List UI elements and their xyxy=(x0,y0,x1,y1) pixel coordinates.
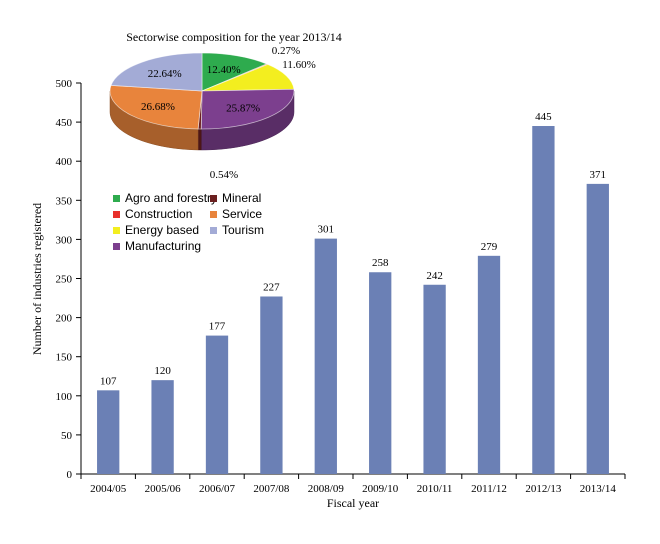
legend-label: Energy based xyxy=(125,223,199,237)
bar xyxy=(205,335,229,474)
y-tick-label: 300 xyxy=(56,234,73,246)
legend-label: Mineral xyxy=(222,191,261,205)
pie-slice xyxy=(201,52,268,92)
x-tick-label: 2004/05 xyxy=(90,483,127,495)
pie-slice xyxy=(201,63,295,92)
y-tick-label: 400 xyxy=(56,156,73,168)
legend-label: Service xyxy=(222,207,262,221)
bar-value-label: 279 xyxy=(481,241,498,253)
axes: 0 50 100 150 200 250 300 350 400 450 500 2004/05 200… xyxy=(56,78,626,495)
bar xyxy=(369,272,392,474)
x-tick-label: 2005/06 xyxy=(145,483,182,495)
legend-swatch xyxy=(113,211,120,218)
y-tick-label: 100 xyxy=(56,391,73,403)
bar-value-label: 371 xyxy=(590,169,607,181)
legend-label: Manufacturing xyxy=(125,239,201,253)
bar xyxy=(97,390,120,474)
legend-swatch xyxy=(113,243,120,250)
pie-slice xyxy=(109,84,203,130)
bar xyxy=(586,183,609,475)
pie-title: Sectorwise composition for the year 2013… xyxy=(126,30,342,44)
x-axis-title: Fiscal year xyxy=(327,496,379,510)
pie-slice xyxy=(110,52,203,92)
y-tick-label: 50 xyxy=(61,430,73,442)
bar-value-label: 107 xyxy=(100,375,117,387)
y-tick-label: 0 xyxy=(67,469,73,481)
pie-slice-label: 26.68% xyxy=(141,101,175,113)
x-tick-label: 2008/09 xyxy=(308,483,345,495)
y-tick-label: 500 xyxy=(56,78,73,90)
legend-swatch xyxy=(113,227,120,234)
x-tick-label: 2009/10 xyxy=(362,483,399,495)
bar-value-label: 258 xyxy=(372,257,389,269)
x-tick-label: 2011/12 xyxy=(471,483,507,495)
bar-value-label: 301 xyxy=(318,224,335,236)
bar xyxy=(314,238,337,474)
bar xyxy=(532,126,555,474)
pie-slice-label: 0.54% xyxy=(210,169,238,181)
pie-slice-label: 22.64% xyxy=(148,68,182,80)
y-tick-label: 150 xyxy=(56,352,73,364)
x-tick-label: 2006/07 xyxy=(199,483,236,495)
legend-label: Agro and forestry xyxy=(125,191,217,205)
bar-value-label: 177 xyxy=(209,321,226,333)
y-tick-label: 350 xyxy=(56,195,73,207)
pie-slice xyxy=(200,88,295,130)
legend-label: Tourism xyxy=(222,223,264,237)
pie-slice-label: 0.27% xyxy=(272,45,300,57)
legend-swatch xyxy=(210,195,217,202)
bars: 107 120 177 227 301 258 242 279 445 371 xyxy=(97,111,609,475)
bar-value-label: 242 xyxy=(426,270,443,282)
bar-value-label: 120 xyxy=(154,365,171,377)
legend-swatch xyxy=(210,211,217,218)
pie-slice-label: 11.60% xyxy=(282,59,316,71)
y-tick-label: 450 xyxy=(56,117,73,129)
legend-swatch xyxy=(113,195,120,202)
bar xyxy=(477,255,501,474)
legend-swatch xyxy=(210,227,217,234)
x-tick-label: 2007/08 xyxy=(253,483,290,495)
bar-value-label: 445 xyxy=(535,111,552,123)
pie-slice-label: 25.87% xyxy=(226,102,260,114)
bar xyxy=(260,296,283,474)
legend-label: Construction xyxy=(125,207,192,221)
x-tick-label: 2013/14 xyxy=(580,483,617,495)
bar xyxy=(423,284,446,474)
x-tick-label: 2012/13 xyxy=(525,483,562,495)
bar xyxy=(151,380,174,474)
y-tick-label: 200 xyxy=(56,313,73,325)
y-axis-title: Number of industries registered xyxy=(30,203,44,355)
y-tick-label: 250 xyxy=(56,274,73,286)
bar-value-label: 227 xyxy=(263,281,280,293)
pie-slice-label: 12.40% xyxy=(207,64,241,76)
pie-chart: 12.40% 0.27% 11.60% 25.87% 0.54% 26.68% 22.64% xyxy=(109,45,316,181)
x-tick-label: 2010/11 xyxy=(417,483,453,495)
legend: Agro and forestry Construction Energy base… xyxy=(113,191,264,253)
pie-slice-side xyxy=(197,128,202,151)
